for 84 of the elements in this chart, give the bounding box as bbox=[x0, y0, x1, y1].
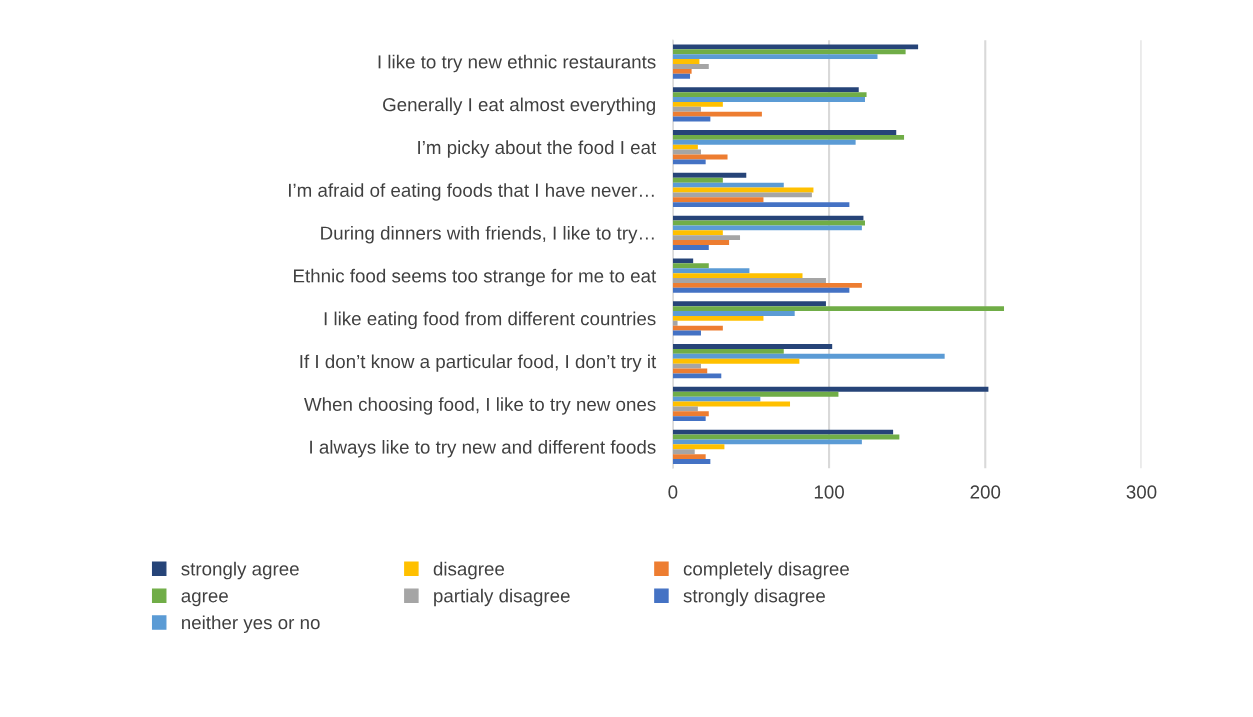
bar bbox=[672, 182, 784, 188]
bar bbox=[672, 311, 795, 316]
legend-label: strongly disagree bbox=[683, 588, 825, 607]
bar bbox=[672, 459, 711, 464]
bar bbox=[672, 111, 762, 117]
bar bbox=[672, 130, 897, 135]
bar bbox=[672, 282, 862, 288]
y-tick-label: I like eating food from different countries bbox=[324, 311, 656, 330]
bar bbox=[672, 159, 706, 165]
bar bbox=[672, 330, 701, 336]
bar bbox=[672, 444, 725, 450]
bar bbox=[672, 278, 826, 283]
bar bbox=[672, 391, 839, 397]
bar bbox=[672, 439, 862, 445]
bar bbox=[672, 97, 865, 102]
bar bbox=[672, 258, 694, 264]
bar bbox=[672, 106, 701, 112]
bar bbox=[672, 454, 706, 460]
bar bbox=[672, 44, 919, 50]
y-tick-label: I’m afraid of eating foods that I have never… bbox=[289, 183, 654, 201]
bar bbox=[672, 134, 905, 140]
bar bbox=[672, 92, 867, 98]
bar bbox=[672, 225, 862, 231]
bar bbox=[672, 87, 859, 93]
bar bbox=[672, 172, 747, 178]
bar bbox=[672, 449, 695, 455]
bar bbox=[672, 396, 761, 402]
bar bbox=[672, 245, 709, 250]
bar bbox=[672, 149, 701, 155]
bar bbox=[672, 197, 764, 203]
bar bbox=[672, 64, 709, 69]
bar bbox=[672, 358, 800, 364]
bar bbox=[672, 263, 709, 269]
x-tick-label: 0 bbox=[668, 485, 678, 499]
legend-label: completely disagree bbox=[683, 561, 849, 580]
x-tick-label: 100 bbox=[814, 485, 844, 499]
bar bbox=[672, 59, 700, 64]
bar bbox=[672, 411, 709, 417]
bar bbox=[672, 49, 906, 55]
y-tick-label: During dinners with friends, I like to try… bbox=[321, 225, 654, 244]
bar bbox=[672, 235, 741, 241]
y-tick-label: When choosing food, I like to try new ones bbox=[304, 397, 656, 415]
bar bbox=[672, 268, 750, 274]
bar bbox=[672, 192, 812, 198]
legend-label: disagree bbox=[433, 561, 505, 580]
bar bbox=[672, 344, 833, 349]
bar bbox=[672, 373, 722, 379]
bar bbox=[672, 240, 730, 245]
bar bbox=[672, 320, 678, 326]
x-tick-label: 300 bbox=[1126, 485, 1157, 499]
legend-label: neither yes or no bbox=[182, 615, 320, 633]
y-tick-label: Generally I eat almost everything bbox=[383, 97, 655, 116]
y-tick-label: If I don’t know a particular food, I don’t try it bbox=[300, 354, 657, 372]
bar bbox=[672, 215, 864, 221]
legend-label: agree bbox=[181, 592, 228, 607]
y-tick-label: I like to try new ethnic restaurants bbox=[378, 54, 656, 73]
bar bbox=[672, 73, 691, 79]
x-tick-label: 200 bbox=[970, 485, 1001, 499]
bar bbox=[672, 306, 1005, 312]
bar bbox=[672, 429, 894, 435]
bar bbox=[672, 144, 698, 150]
bar bbox=[672, 363, 701, 369]
bar bbox=[672, 416, 706, 422]
bar bbox=[672, 287, 850, 293]
bar bbox=[672, 54, 878, 60]
bar bbox=[672, 139, 856, 145]
bar bbox=[672, 348, 784, 354]
bar bbox=[672, 202, 850, 208]
bar bbox=[672, 301, 826, 307]
bar bbox=[672, 315, 764, 321]
bar bbox=[672, 68, 692, 74]
y-tick-label: I’m picky about the food I eat bbox=[418, 140, 657, 158]
bar bbox=[672, 325, 723, 331]
legend-label: strongly agree bbox=[181, 561, 299, 580]
bar bbox=[672, 353, 945, 359]
y-tick-label: Ethnic food seems too strange for me to eat bbox=[294, 268, 657, 287]
y-tick-label: I always like to try new and different foods bbox=[310, 440, 656, 458]
bar bbox=[672, 177, 723, 183]
bar bbox=[672, 406, 698, 412]
legend-label: partialy disagree bbox=[434, 588, 570, 607]
bar bbox=[672, 101, 723, 107]
bar bbox=[672, 230, 723, 236]
bar bbox=[672, 273, 803, 279]
bar bbox=[672, 386, 989, 392]
